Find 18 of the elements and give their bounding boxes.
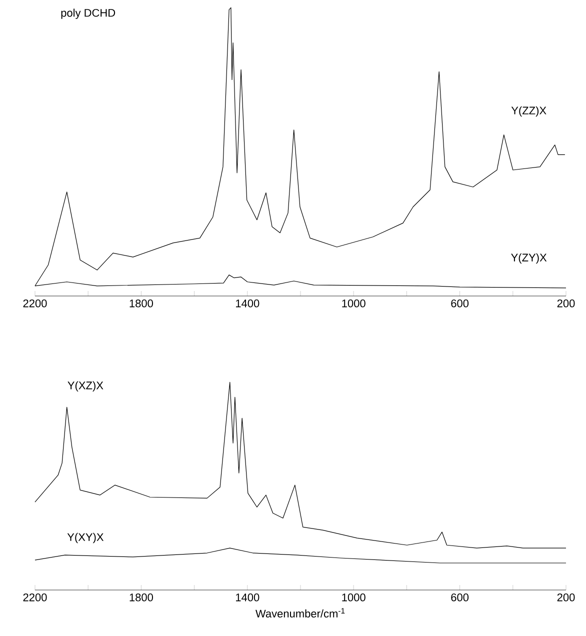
x-axis-title: Wavenumber/cm$^{-1}$ (256, 608, 345, 618)
x-tick-label: 2200 (23, 594, 47, 602)
x-tick-label: 1400 (236, 594, 260, 602)
series-label: Y(ZZ)X (511, 106, 546, 117)
series-label: Y(XY)X (67, 532, 104, 544)
chart-title: poly DCHD (61, 8, 116, 19)
x-tick-label: 1000 (342, 300, 366, 308)
series-label: Y(XZ)X (68, 381, 104, 392)
text: Y(ZY)X (511, 253, 547, 264)
x-tick-label: 600 (451, 594, 469, 602)
x-tick-label: 600 (451, 300, 469, 308)
x-tick-label: 1800 (130, 300, 153, 308)
x-tick-label: 2200 (23, 300, 47, 308)
x-tick-label: 1400 (236, 300, 260, 308)
x-tick-label: 1800 (130, 594, 153, 602)
x-tick-label: 1000 (342, 594, 366, 602)
x-tick-label: 200 (557, 594, 575, 602)
x-tick-label: 200 (557, 300, 575, 308)
